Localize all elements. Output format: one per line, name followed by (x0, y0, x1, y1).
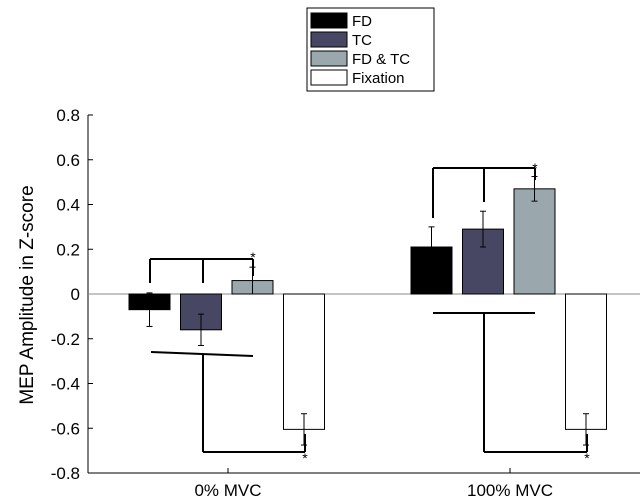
y-tick-label: 0.4 (56, 196, 80, 215)
significance-star: * (584, 450, 590, 466)
bars (128, 176, 607, 446)
legend-label: FD (352, 13, 372, 30)
legend-label: Fixation (352, 70, 405, 87)
bar (283, 293, 325, 430)
y-tick-label: -0.4 (51, 375, 80, 394)
legend-swatch (310, 69, 348, 86)
category-label: 100% MVC (467, 481, 553, 500)
legend-swatch (310, 31, 348, 48)
legend-swatch (310, 50, 348, 67)
legend-label: TC (352, 32, 372, 49)
y-tick-label: 0 (71, 285, 80, 304)
y-axis: 0.8 0.6 0.4 0.2 0 -0.2 -0.4 -0.6 -0.8 (51, 106, 640, 483)
y-tick-label: 0.8 (56, 106, 80, 125)
category-labels: 0% MVC 100% MVC (194, 468, 553, 500)
significance-star: * (302, 450, 308, 466)
bar (565, 293, 607, 430)
y-tick-label: 0.6 (56, 151, 80, 170)
y-tick-label: -0.6 (51, 419, 80, 438)
y-tick-label: -0.8 (51, 464, 80, 483)
significance-star: * (532, 160, 538, 176)
significance-brackets: * * * * (149, 160, 590, 466)
significance-star: * (250, 249, 256, 265)
y-tick-label: -0.2 (51, 330, 80, 349)
legend-label: FD & TC (352, 51, 410, 68)
bar (513, 188, 556, 295)
legend-swatch (310, 12, 348, 29)
y-tick-label: 0.2 (56, 240, 80, 259)
y-axis-title: MEP Amplitude in Z-score (17, 185, 38, 404)
legend: FD TC FD & TC Fixation (306, 7, 435, 92)
category-label: 0% MVC (194, 481, 261, 500)
